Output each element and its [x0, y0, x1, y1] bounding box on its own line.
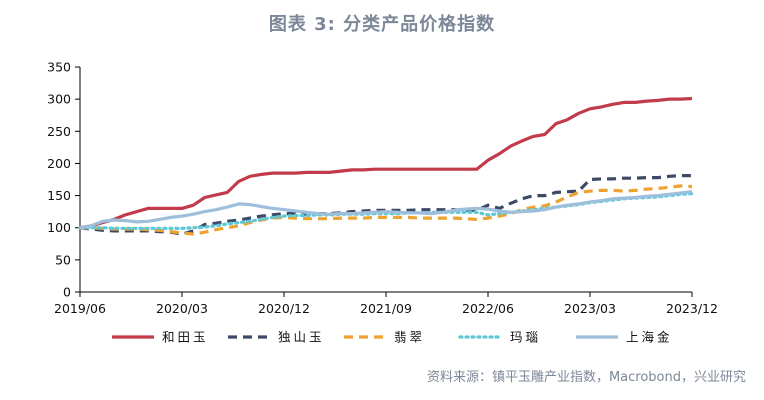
- y-tick-label: 200: [47, 156, 71, 171]
- y-tick-label: 50: [55, 252, 71, 267]
- y-tick-label: 0: [63, 285, 71, 300]
- series-layer: [78, 96, 694, 236]
- series-line: [80, 184, 693, 236]
- series-line: [79, 96, 693, 230]
- x-tick-label: 2023/03: [564, 301, 616, 316]
- y-tick-label: 350: [47, 60, 71, 75]
- y-tick-label: 250: [47, 124, 71, 139]
- x-tick-label: 2020/12: [258, 301, 310, 316]
- x-tick-label: 2021/09: [360, 301, 412, 316]
- x-tick-label: 2019/06: [54, 301, 106, 316]
- x-tick-label: 2020/03: [156, 301, 208, 316]
- chart-axes: 0 50 100 150 200 250 300 350 2019/06 2020/03 2020/…: [47, 60, 718, 317]
- legend-label: 上海金: [626, 330, 673, 345]
- y-tick-label: 300: [47, 92, 71, 107]
- legend: 和田玉 独山玉 翡翠 玛瑙 上海金: [112, 330, 673, 345]
- series-line: [79, 174, 692, 236]
- legend-label: 独山玉: [278, 330, 325, 345]
- source-note: 资料来源：镇平玉雕产业指数，Macrobond，兴业研究: [426, 370, 746, 385]
- chart-title: 图表 3: 分类产品价格指数: [268, 14, 496, 35]
- y-tick-label: 150: [47, 188, 71, 203]
- legend-label: 玛瑙: [510, 330, 541, 345]
- y-tick-label: 100: [47, 220, 71, 235]
- legend-label: 翡翠: [394, 330, 425, 345]
- legend-label: 和田玉: [162, 330, 209, 345]
- x-tick-label: 2022/06: [462, 301, 514, 316]
- x-tick-label: 2023/12: [666, 301, 718, 316]
- series-line: [79, 190, 693, 230]
